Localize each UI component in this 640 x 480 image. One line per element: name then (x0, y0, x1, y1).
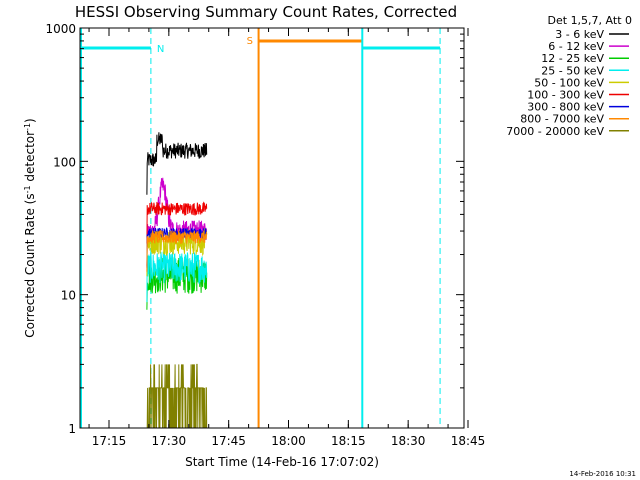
x-tick-label: 17:15 (92, 434, 127, 448)
series-line (146, 177, 208, 266)
y-tick-label: 1 (68, 422, 76, 436)
x-tick-label: 18:30 (391, 434, 426, 448)
axes-layer: 1 10 100 1000 17:15 17:30 17:45 18:00 18:15 18:30… (45, 22, 485, 448)
legend-entry-label: 12 - 25 keV (541, 52, 604, 65)
x-tick-label: 17:30 (152, 434, 187, 448)
x-tick-label: 18:45 (451, 434, 486, 448)
time-shading-layer: NS (80, 28, 441, 428)
footer-date: 14-Feb-2016 10:31 (569, 470, 636, 478)
legend-entry-label: 6 - 12 keV (548, 40, 604, 53)
series-line (146, 251, 208, 303)
saa-annotation-label: S (247, 36, 253, 47)
legend-entry-label: 3 - 6 keV (555, 28, 604, 41)
y-axis-label-sup2: -1 (23, 123, 32, 131)
y-axis-label-part1: Corrected Count Rate (s (23, 193, 37, 337)
y-tick-label: 10 (61, 289, 76, 303)
series-line (146, 132, 208, 195)
chart-title: HESSI Observing Summary Count Rates, Cor… (75, 3, 457, 21)
legend-entry-label: 300 - 800 keV (527, 101, 604, 114)
y-tick-label: 100 (53, 155, 76, 169)
legend-entry-label: 100 - 300 keV (527, 89, 604, 102)
series-line (146, 363, 208, 429)
legend-entry-label: 7000 - 20000 keV (506, 125, 604, 138)
legend-title: Det 1,5,7, Att 0 (548, 14, 632, 27)
x-tick-label: 18:15 (331, 434, 366, 448)
series-layer (146, 132, 208, 429)
series-line (146, 257, 208, 310)
x-tick-label: 17:45 (211, 434, 246, 448)
x-axis-label: Start Time (14-Feb-16 17:07:02) (185, 455, 379, 469)
legend-entry-label: 50 - 100 keV (534, 76, 604, 89)
series-line (146, 201, 208, 244)
y-axis-label: Corrected Count Rate (s-1 detector-1) (23, 118, 38, 337)
y-tick-label: 1000 (45, 22, 76, 36)
legend-entry-label: 800 - 7000 keV (520, 113, 604, 126)
x-tick-label: 18:00 (271, 434, 306, 448)
night-annotation-label: N (157, 44, 164, 55)
y-axis-label-part2: detector (23, 131, 37, 186)
series-line (146, 229, 208, 272)
plot-frame (79, 27, 465, 429)
y-axis-label-sup1: -1 (23, 185, 32, 193)
y-axis-label-part3: ) (23, 118, 37, 123)
legend-entry-label: 25 - 50 keV (541, 64, 604, 77)
